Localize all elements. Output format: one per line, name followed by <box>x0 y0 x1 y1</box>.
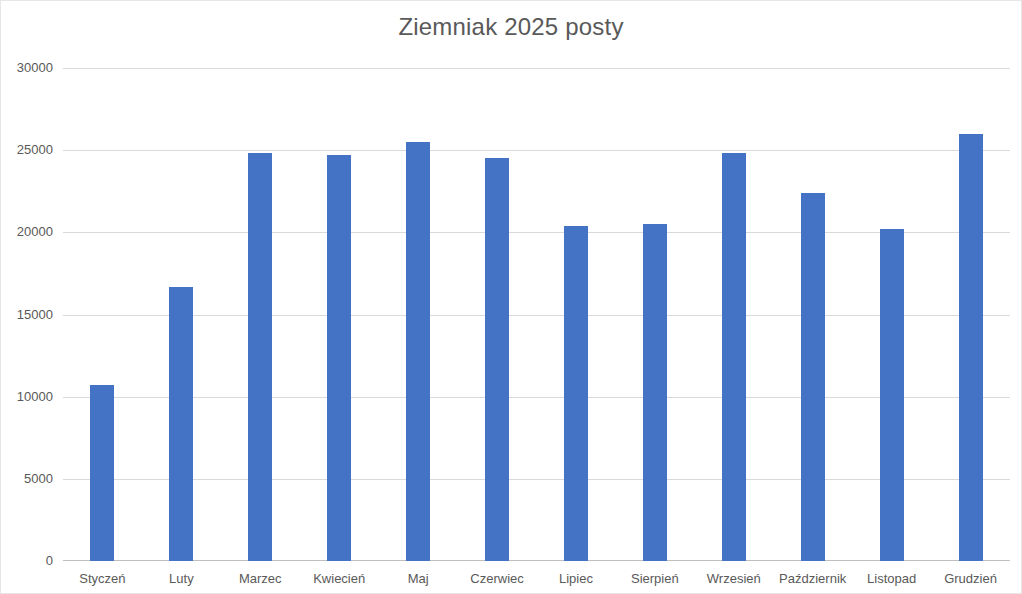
bar-wrzesień <box>722 153 746 561</box>
gridline <box>63 150 1010 151</box>
x-axis-category-label: Czerwiec <box>458 571 537 586</box>
x-axis-category-label: Sierpień <box>615 571 694 586</box>
x-axis-category-label: Maj <box>379 571 458 586</box>
gridline <box>63 479 1010 480</box>
gridline <box>63 315 1010 316</box>
x-axis-category-label: Lipiec <box>537 571 616 586</box>
y-axis-tick-label: 0 <box>1 553 53 569</box>
y-axis-tick-label: 30000 <box>1 60 53 76</box>
x-axis-category-label: Kwiecień <box>300 571 379 586</box>
x-axis-category-label: Wrzesień <box>694 571 773 586</box>
bar-lipiec <box>564 226 588 561</box>
x-axis-category-label: Marzec <box>221 571 300 586</box>
bar-grudzień <box>959 134 983 561</box>
x-axis-category-label: Grudzień <box>931 571 1010 586</box>
bar-luty <box>169 287 193 561</box>
x-axis-category-label: Październik <box>773 571 852 586</box>
y-axis-tick-label: 25000 <box>1 142 53 158</box>
y-axis-tick-label: 20000 <box>1 224 53 240</box>
chart-title: Ziemniak 2025 posty <box>1 13 1021 41</box>
gridline <box>63 397 1010 398</box>
bar-chart: Ziemniak 2025 posty 0 5000 10000 15000 20000… <box>0 0 1022 594</box>
x-axis-line <box>63 560 1010 561</box>
bar-sierpień <box>643 224 667 561</box>
bar-styczeń <box>90 385 114 561</box>
bar-październik <box>801 193 825 561</box>
x-axis-category-label: Luty <box>142 571 221 586</box>
bar-kwiecień <box>327 155 351 561</box>
plot-area <box>63 68 1010 561</box>
gridline <box>63 68 1010 69</box>
x-axis-category-label: Listopad <box>852 571 931 586</box>
y-axis-tick-label: 5000 <box>1 471 53 487</box>
bar-marzec <box>248 153 272 561</box>
bar-czerwiec <box>485 158 509 561</box>
y-axis-tick-label: 15000 <box>1 307 53 323</box>
bar-maj <box>406 142 430 561</box>
x-axis-category-label: Styczeń <box>63 571 142 586</box>
gridline <box>63 232 1010 233</box>
y-axis-tick-label: 10000 <box>1 389 53 405</box>
bar-listopad <box>880 229 904 561</box>
